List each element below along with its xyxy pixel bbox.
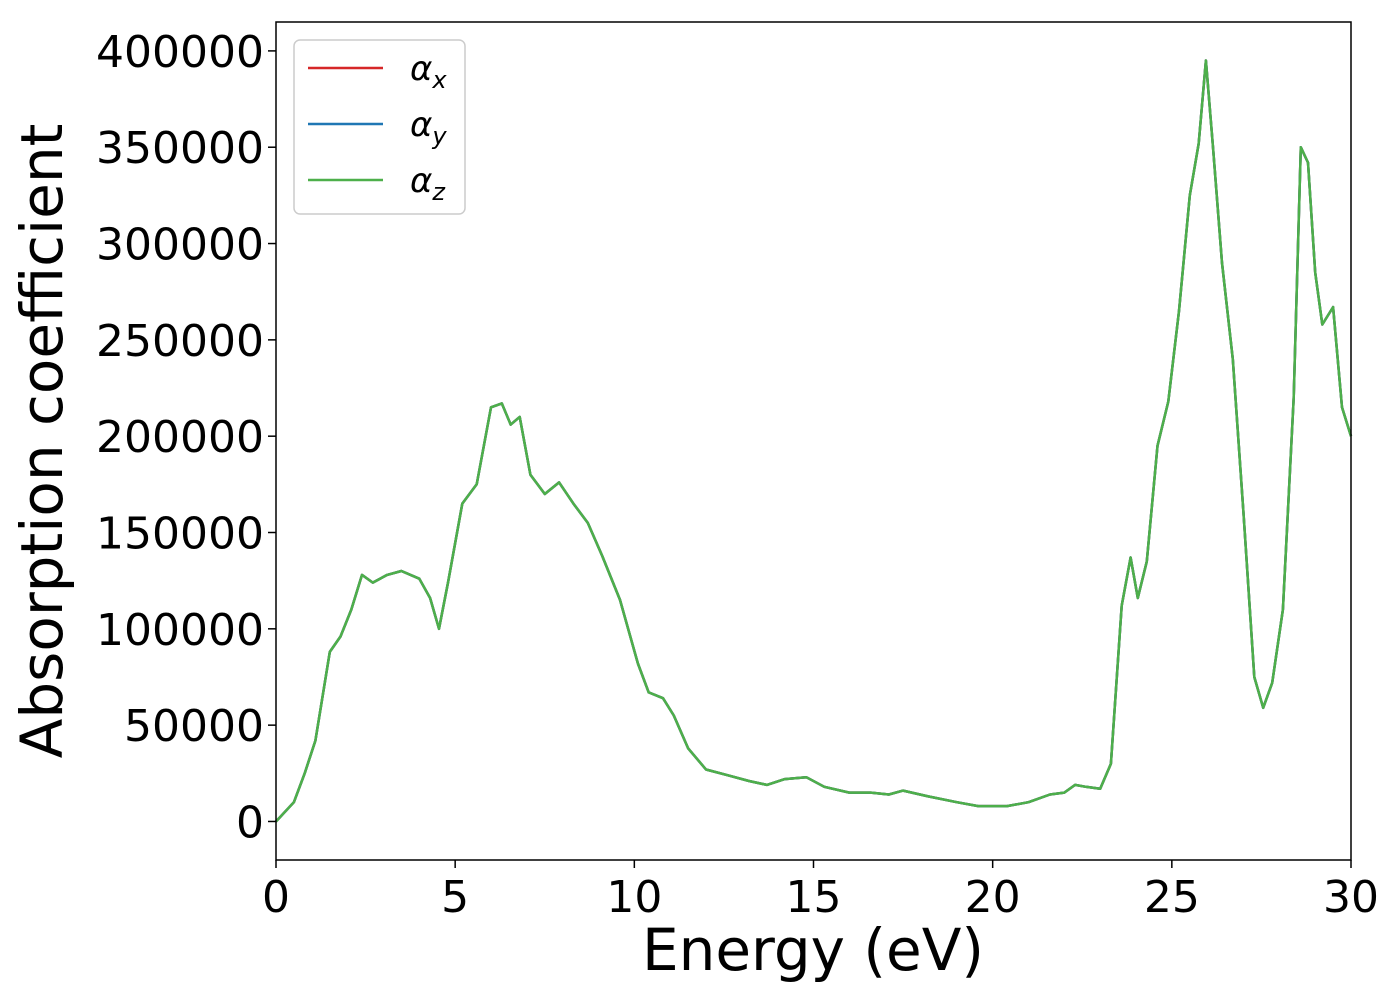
x-tick-label: 5	[441, 872, 469, 923]
series-line-3	[275, 59, 1353, 823]
y-tick-label: 250000	[96, 316, 264, 367]
y-tick-label: 100000	[96, 605, 264, 656]
series-layer	[275, 59, 1353, 823]
legend: αx αy αz	[293, 39, 466, 215]
y-axis-ticks: 0 50000 100000 150000 200000 250000 300000 3500…	[96, 27, 276, 848]
x-tick-label: 15	[786, 872, 842, 923]
y-axis-title: Absorption coefficient	[8, 124, 76, 759]
x-axis-title: Energy (eV)	[642, 916, 984, 984]
y-tick-label: 50000	[124, 701, 264, 752]
y-tick-label: 200000	[96, 412, 264, 463]
y-tick-label: 300000	[96, 220, 264, 271]
x-tick-label: 30	[1323, 872, 1379, 923]
legend-frame	[293, 39, 466, 215]
legend-label: αy	[410, 105, 447, 150]
y-tick-label: 350000	[96, 123, 264, 174]
legend-label: αx	[410, 49, 447, 94]
x-axis-ticks: 0 5 10 15 20 25 30	[262, 860, 1379, 923]
x-tick-label: 25	[1144, 872, 1200, 923]
x-tick-label: 10	[606, 872, 662, 923]
y-tick-label: 150000	[96, 509, 264, 560]
x-tick-label: 0	[262, 872, 290, 923]
y-tick-label: 0	[236, 797, 264, 848]
x-tick-label: 20	[965, 872, 1021, 923]
legend-label: αz	[410, 161, 446, 206]
y-tick-label: 400000	[96, 27, 264, 78]
